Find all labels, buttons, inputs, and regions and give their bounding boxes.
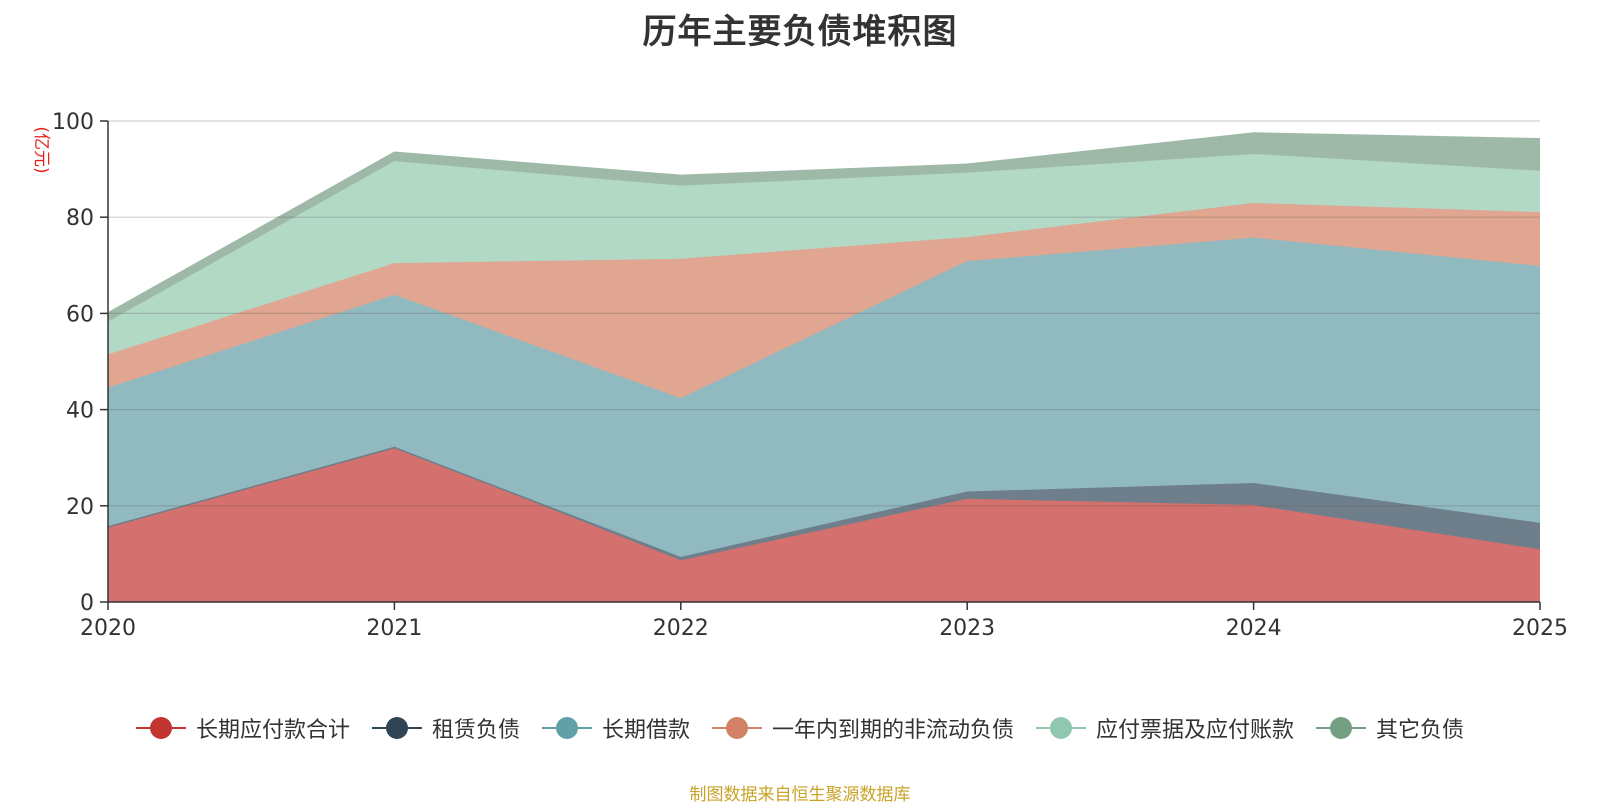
chart-title: 历年主要负债堆积图 [642, 12, 958, 52]
area-series-0 [108, 447, 1540, 602]
line-series-5 [107, 132, 1541, 314]
y-tick-label-0: 0 [80, 591, 94, 616]
stacked-area-chart: 0 20 40 60 80 100 2020 2021 2022 2023 2024 2025 [52, 110, 1568, 641]
line-series-2 [107, 237, 1541, 400]
data-source-note: 制图数据来自恒生聚源数据库 [689, 785, 911, 805]
line-series-1 [107, 446, 1541, 559]
legend-marker-icon [1316, 716, 1367, 740]
y-tick-label-40: 40 [66, 399, 94, 424]
legend-item-1[interactable]: 租赁负债 [371, 712, 520, 744]
legend-item-4[interactable]: 应付票据及应付账款 [1036, 712, 1294, 744]
legend-label: 应付票据及应付账款 [1096, 718, 1295, 743]
legend-label: 长期借款 [601, 718, 690, 743]
legend-marker-icon [135, 716, 186, 740]
legend-marker-icon [371, 716, 422, 740]
x-tick-label-2021: 2021 [366, 616, 422, 641]
legend-label: 其它负债 [1376, 718, 1465, 743]
x-tick-label-2023: 2023 [939, 616, 995, 641]
legend-item-5[interactable]: 其它负债 [1316, 712, 1464, 744]
area-series-3 [108, 203, 1540, 399]
legend-marker-icon [541, 716, 592, 740]
line-series-4 [107, 153, 1541, 324]
chart-legend: 长期应付款合计 租赁负债 长期借款 一年内到期的非流动负债 应付票据及应付账款 其它负债 [0, 712, 1600, 744]
x-tick-label-2025: 2025 [1512, 616, 1568, 641]
legend-item-0[interactable]: 长期应付款合计 [135, 712, 350, 744]
legend-label: 租赁负债 [431, 718, 520, 743]
area-series-5 [108, 133, 1540, 323]
legend-label: 一年内到期的非流动负债 [772, 718, 1015, 743]
legend-item-3[interactable]: 一年内到期的非流动负债 [712, 712, 1014, 744]
legend-marker-icon [1036, 716, 1087, 740]
legend-label: 长期应付款合计 [195, 718, 350, 743]
y-tick-label-80: 80 [66, 206, 94, 231]
area-series-2 [108, 238, 1540, 558]
x-tick-label-2024: 2024 [1226, 616, 1282, 641]
legend-item-2[interactable]: 长期借款 [541, 712, 690, 744]
line-series-3 [107, 202, 1541, 356]
y-tick-label-20: 20 [66, 495, 94, 520]
x-tick-label-2020: 2020 [80, 616, 136, 641]
y-tick-label-100: 100 [52, 110, 94, 135]
area-series-1 [108, 447, 1540, 562]
area-series-4 [108, 154, 1540, 356]
x-tick-label-2022: 2022 [653, 616, 709, 641]
legend-marker-icon [712, 716, 762, 740]
y-tick-label-60: 60 [66, 302, 94, 327]
